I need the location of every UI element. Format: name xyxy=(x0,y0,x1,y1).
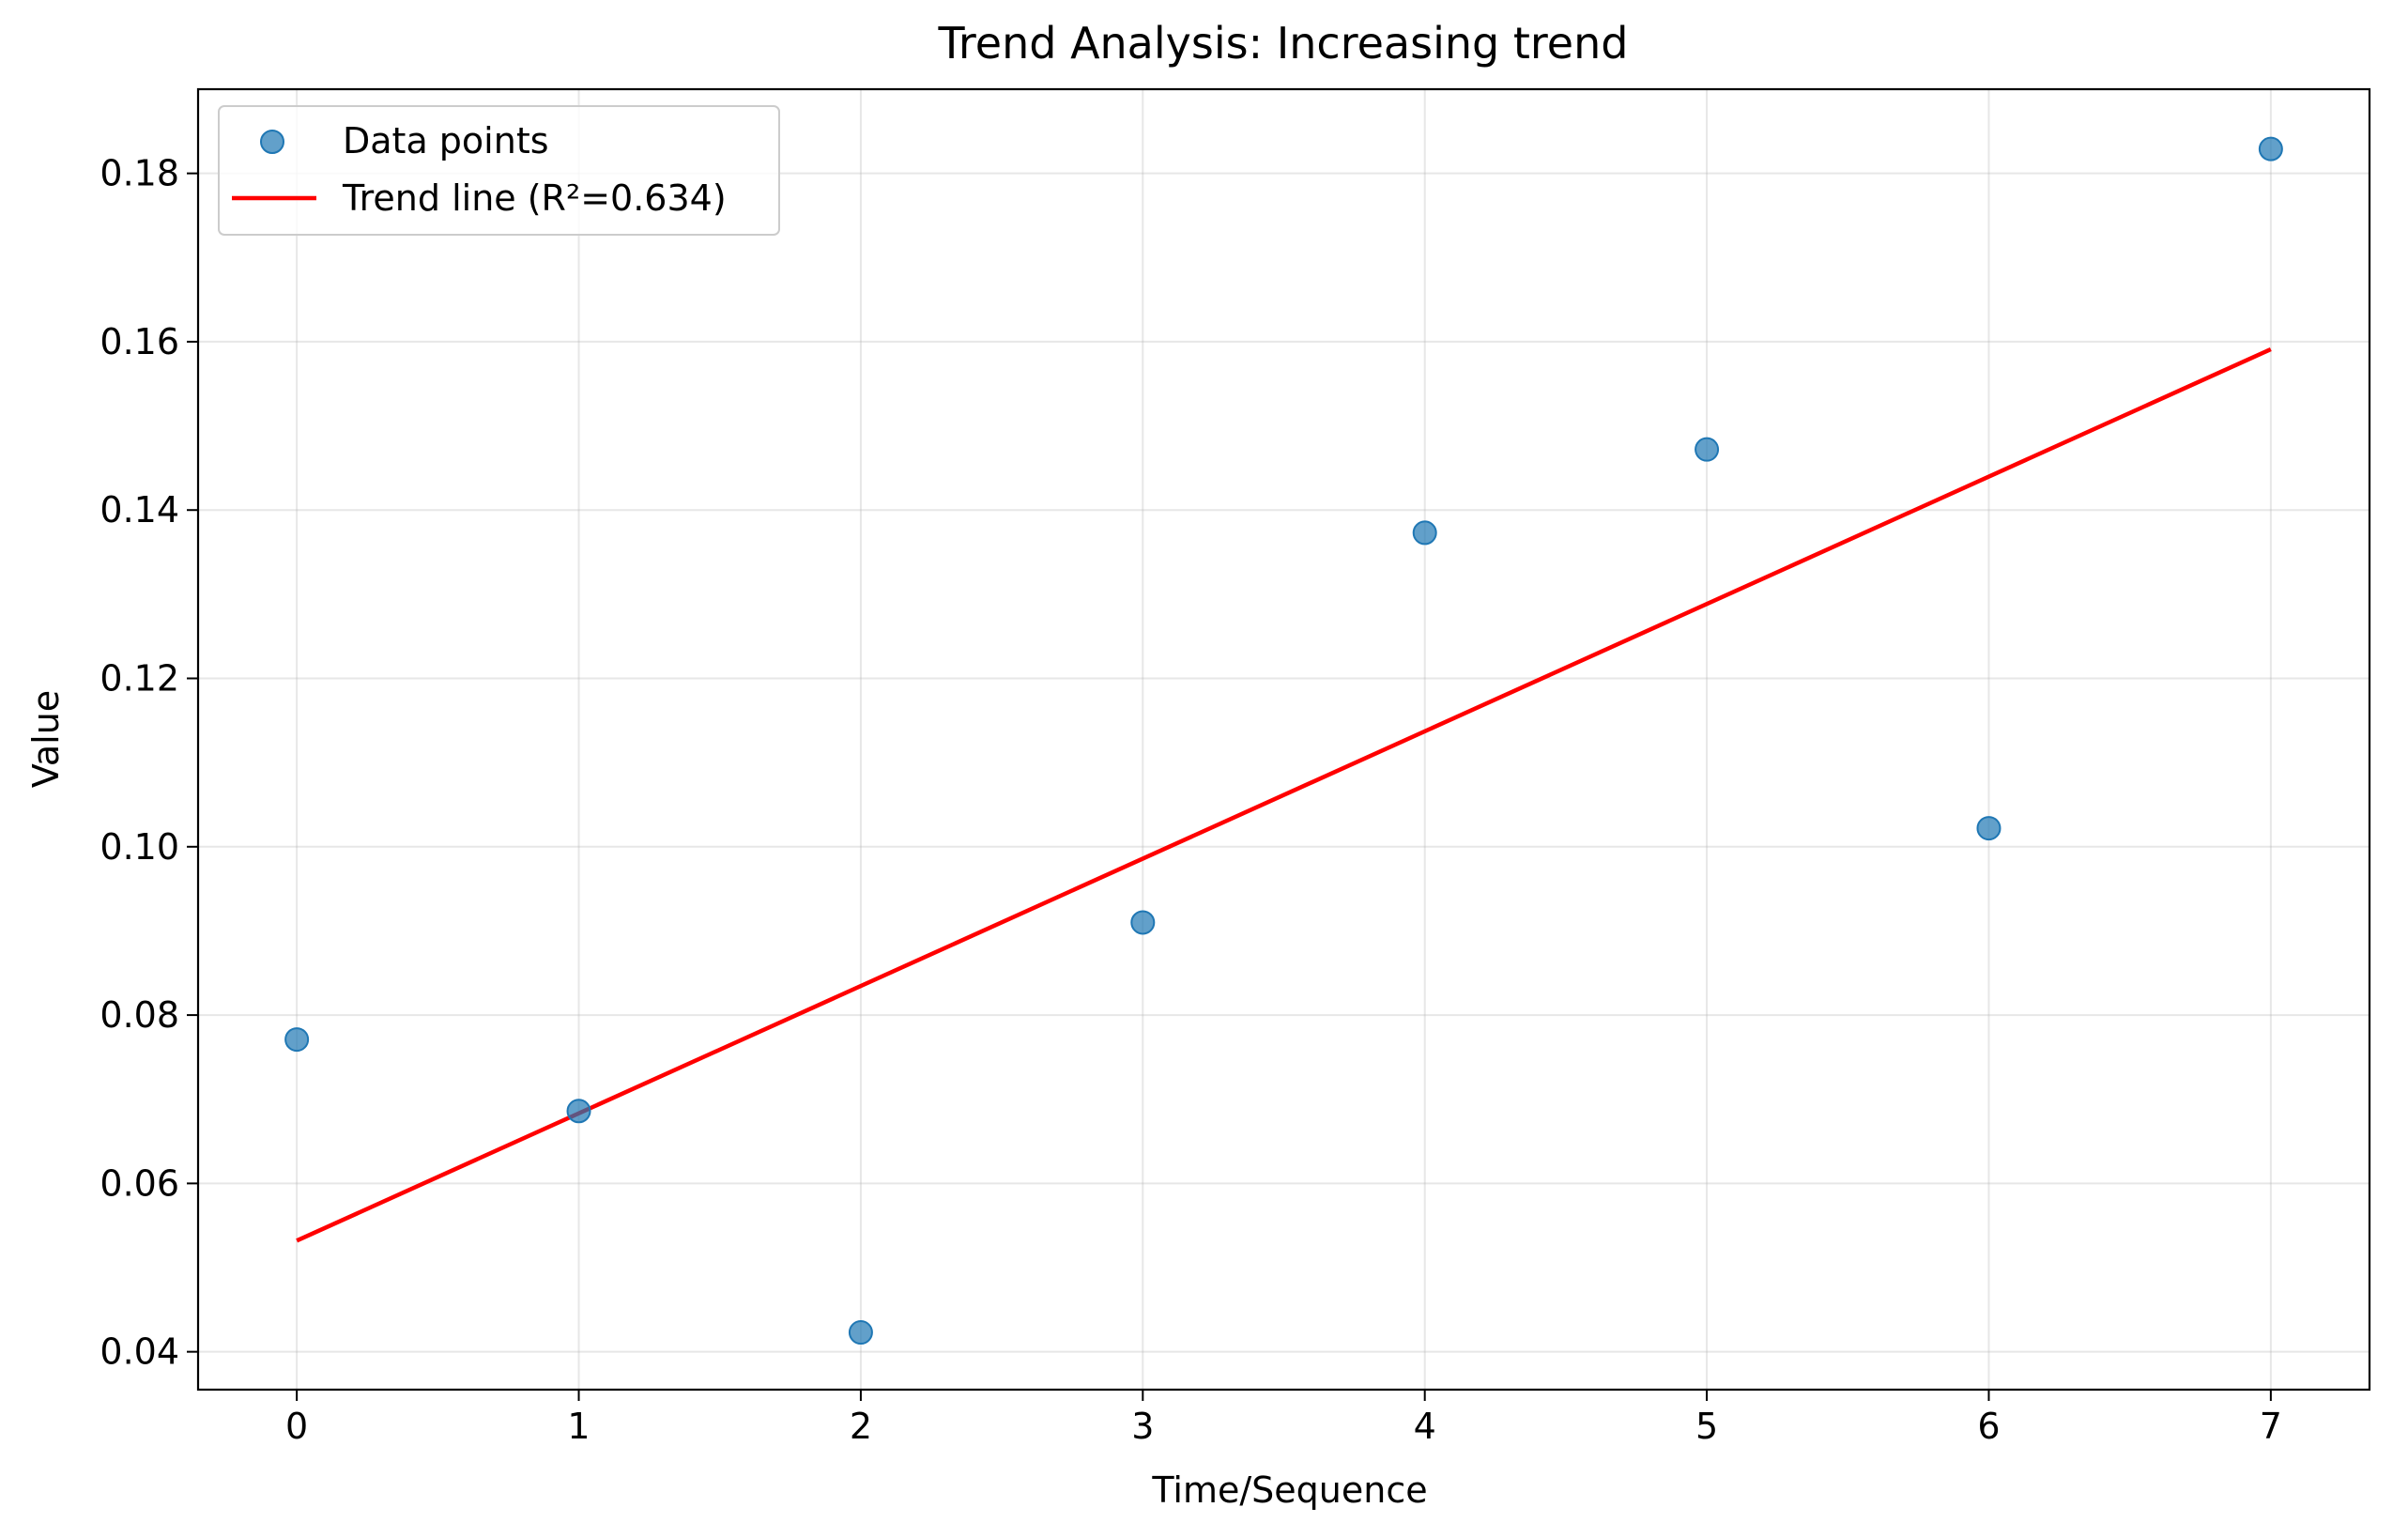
data-point xyxy=(566,1099,591,1124)
y-axis-label: Value xyxy=(25,690,67,788)
x-tick-label: 6 xyxy=(1977,1406,2000,1447)
y-tick-label: 0.06 xyxy=(100,1162,179,1204)
y-tick-label: 0.04 xyxy=(100,1331,179,1373)
x-tick-label: 1 xyxy=(567,1406,590,1447)
y-tick-label: 0.10 xyxy=(100,826,179,868)
x-tick-label: 0 xyxy=(285,1406,308,1447)
legend: Data points Trend line (R²=0.634) xyxy=(218,105,780,236)
data-point xyxy=(1412,520,1437,546)
data-point xyxy=(1976,816,2002,841)
grid xyxy=(198,89,2370,1390)
data-point xyxy=(2258,136,2283,161)
data-point xyxy=(1130,910,1156,935)
legend-marker-data-points xyxy=(260,130,284,154)
x-tick-label: 4 xyxy=(1414,1406,1436,1447)
y-tick-label: 0.18 xyxy=(100,153,179,194)
legend-box xyxy=(218,105,780,236)
x-tick-label: 7 xyxy=(2260,1406,2282,1447)
legend-label-data-points: Data points xyxy=(343,120,549,161)
y-tick-label: 0.14 xyxy=(100,489,179,531)
trend-line xyxy=(296,346,2272,1243)
plot-area-frame xyxy=(196,87,2371,1392)
x-tick-label: 5 xyxy=(1695,1406,1718,1447)
y-tick-label: 0.12 xyxy=(100,658,179,700)
x-axis-ticks: 0 1 2 3 4 5 6 7 xyxy=(285,1390,2282,1447)
data-point xyxy=(848,1320,873,1346)
x-tick-label: 2 xyxy=(850,1406,872,1447)
y-tick-label: 0.08 xyxy=(100,994,179,1036)
data-point xyxy=(1695,437,1720,462)
x-tick-label: 3 xyxy=(1131,1406,1154,1447)
chart-title: Trend Analysis: Increasing trend xyxy=(938,18,1629,69)
x-axis-label: Time/Sequence xyxy=(1151,1469,1427,1511)
data-point xyxy=(284,1027,310,1053)
data-points-layer xyxy=(284,136,2283,1346)
y-tick-label: 0.16 xyxy=(100,321,179,362)
trend-line-layer xyxy=(296,346,2272,1243)
y-axis-ticks: 0.04 0.06 0.08 0.10 0.12 0.14 0.16 0.18 xyxy=(100,153,198,1373)
legend-label-trend-line: Trend line (R²=0.634) xyxy=(342,177,727,219)
